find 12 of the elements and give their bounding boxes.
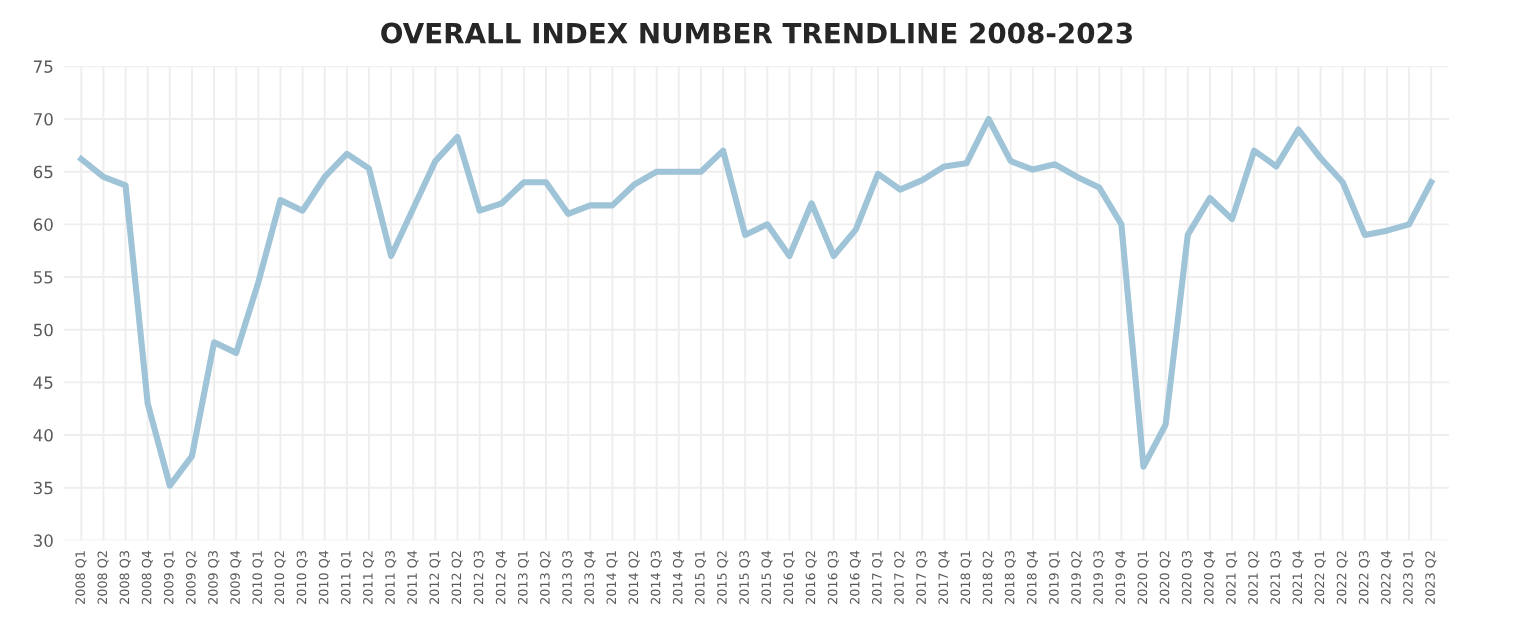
y-tick-label: 60 xyxy=(33,218,53,231)
line-series xyxy=(78,115,1435,489)
y-tick-label: 50 xyxy=(33,323,53,337)
y-tick-label: 75 xyxy=(34,60,53,73)
y-tick-label: 35 xyxy=(33,481,53,495)
y-tick-label: 40 xyxy=(33,428,53,442)
y-tick-label: 55 xyxy=(33,271,53,284)
y-tick-label: 70 xyxy=(34,112,53,126)
y-tick-label: 30 xyxy=(33,534,53,547)
chart-title: OVERALL INDEX NUMBER TRENDLINE 2008-2023 xyxy=(381,22,1132,44)
y-tick-label: 65 xyxy=(33,165,53,179)
y-tick-label: 45 xyxy=(33,376,53,389)
